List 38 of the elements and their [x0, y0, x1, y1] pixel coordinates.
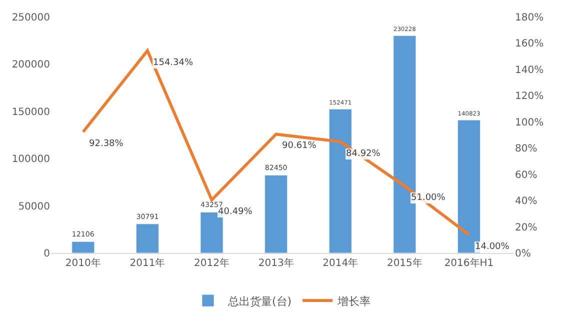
x-tick-label: 2014年 [322, 257, 358, 269]
data-label: 84.92% [346, 149, 381, 159]
y2-tick-label: 160% [515, 38, 544, 50]
data-label: 12106 [72, 229, 95, 238]
y2-tick-label: 60% [515, 170, 538, 181]
data-label: 90.61% [282, 141, 317, 151]
bar [136, 224, 159, 253]
bar [72, 241, 95, 253]
y2-tick-label: 20% [515, 222, 538, 234]
y2-tick-label: 0% [515, 248, 531, 260]
y2-tick-label: 80% [515, 144, 538, 155]
y-tick-label: 150000 [12, 106, 50, 118]
data-label: 51.00% [411, 193, 446, 203]
x-tick-label: 2012年 [194, 257, 230, 269]
legend-label: 总出货量(台) [227, 294, 292, 308]
y-tick-label: 50000 [18, 201, 50, 212]
y2-tick-label: 180% [515, 12, 544, 24]
x-tick-label: 2016年H1 [444, 257, 494, 269]
y-tick-label: 100000 [12, 154, 50, 166]
data-label: 92.38% [89, 139, 124, 149]
x-tick-label: 2013年 [258, 257, 294, 269]
bar [264, 174, 288, 253]
data-label: 40.49% [218, 207, 253, 217]
y2-tick-label: 120% [515, 91, 544, 102]
y-tick-label: 0 [44, 248, 50, 260]
y2-tick-label: 140% [515, 64, 544, 76]
x-tick-label: 2011年 [130, 257, 166, 269]
x-tick-label: 2015年 [386, 257, 422, 269]
y2-tick-label: 100% [515, 117, 544, 128]
x-tick-label: 2010年 [65, 257, 101, 269]
data-label: 30791 [136, 212, 159, 221]
y-tick-label: 250000 [12, 12, 50, 24]
data-label: 154.34% [153, 58, 194, 68]
y-tick-label: 200000 [12, 60, 50, 71]
data-label: 82450 [264, 163, 288, 172]
data-label: 14.00% [475, 242, 510, 252]
legend-label: 增长率 [336, 294, 371, 308]
y2-tick-label: 40% [515, 196, 538, 208]
